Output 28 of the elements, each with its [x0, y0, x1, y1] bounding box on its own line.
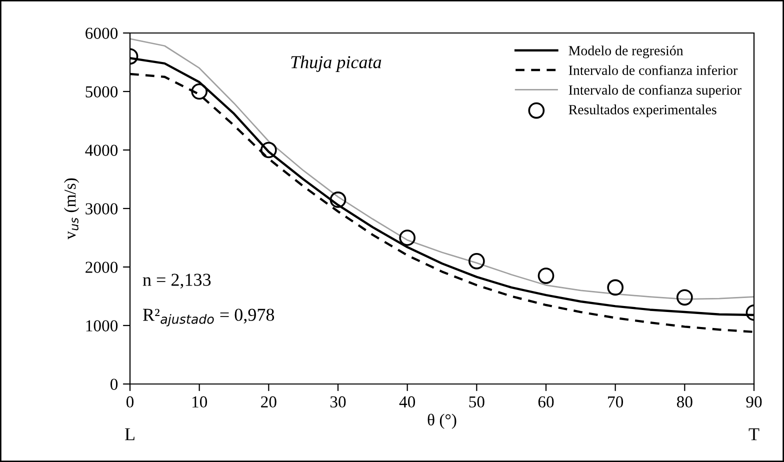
legend-label: Resultados experimentales — [568, 104, 716, 118]
x-tick-label: 20 — [261, 396, 276, 408]
annotation: Thuja picata — [291, 56, 382, 72]
y-tick-label: 2000 — [86, 262, 118, 273]
y-axis-title: v$_{us}$ (m/s) — [64, 178, 80, 240]
x-tick-label: 30 — [330, 396, 346, 408]
y-tick-label: 5000 — [86, 86, 118, 98]
x-tick-label: 70 — [608, 396, 624, 408]
x-tick-label: 60 — [538, 396, 554, 408]
annotation: R²$_{ajustado}$ = 0,978 — [143, 308, 274, 326]
y-tick-label: 4000 — [85, 144, 118, 156]
text: T — [748, 428, 760, 440]
text: L — [125, 428, 134, 440]
legend-label: Intervalo de confianza inferior — [568, 65, 738, 76]
y-tick-label: 1000 — [86, 320, 118, 332]
x-tick-label: 80 — [676, 396, 692, 408]
x-tick-label: 0 — [126, 396, 134, 408]
y-tick-label: 0 — [110, 378, 118, 390]
y-tick-label: 6000 — [86, 28, 118, 39]
y-tick-label: 3000 — [86, 203, 118, 214]
annotation: n = 2,133 — [142, 274, 211, 288]
legend-label: Modelo de regresión — [568, 46, 684, 58]
legend-label: Intervalo de confianza superior — [568, 84, 742, 98]
x-tick-label: 40 — [399, 396, 416, 408]
x-tick-label: 90 — [746, 396, 762, 408]
x-tick-label: 10 — [192, 396, 208, 408]
x-tick-label: 50 — [469, 396, 484, 408]
x-axis-title: θ (°) — [428, 414, 456, 429]
